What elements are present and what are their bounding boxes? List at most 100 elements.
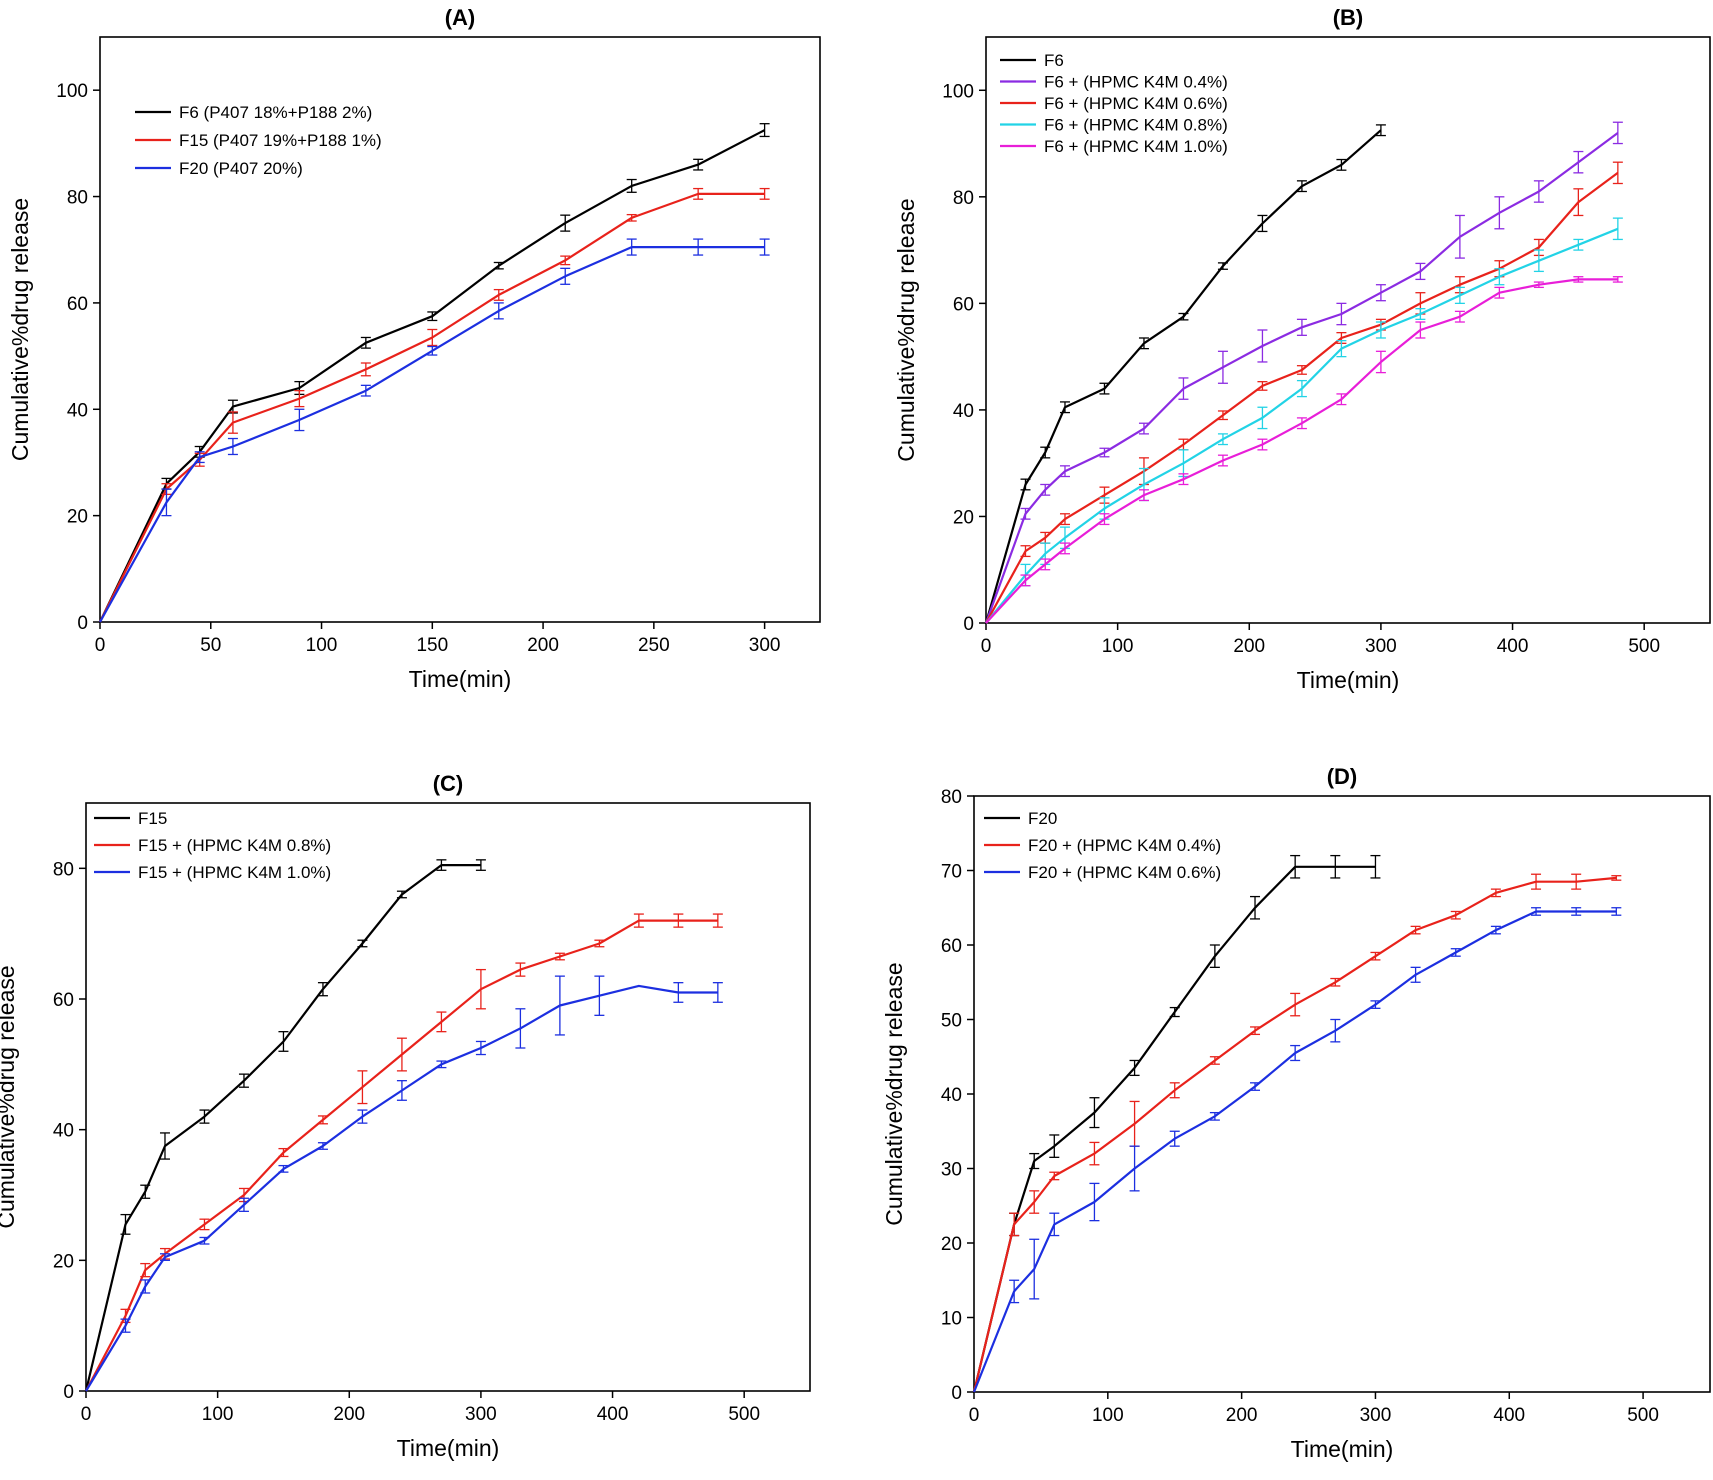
error-bar <box>159 1132 170 1160</box>
error-bar <box>1336 340 1347 358</box>
error-bar <box>396 890 407 899</box>
x-tick-label: 500 <box>1628 636 1660 657</box>
series-3 <box>99 238 770 623</box>
legend-label: F6 <box>1044 51 1064 70</box>
error-bar <box>1009 1279 1020 1304</box>
error-bar <box>1415 308 1426 320</box>
error-bar <box>1049 1171 1060 1181</box>
error-bar <box>626 238 637 256</box>
error-bar <box>1612 121 1623 145</box>
legend: F6 F6 + (HPMC K4M 0.4%) F6 + (HPMC K4M 0.6… <box>1000 51 1228 156</box>
legend: F20 F20 + (HPMC K4M 0.4%) F20 + (HPMC K4M … <box>984 809 1221 882</box>
y-tick-label: 20 <box>941 1234 962 1255</box>
error-bar <box>294 408 305 432</box>
error-bar <box>1296 318 1307 336</box>
x-tick-label: 100 <box>306 635 338 656</box>
series-line <box>85 984 718 1392</box>
error-bar <box>1415 321 1426 339</box>
error-bar <box>515 962 526 977</box>
error-bar <box>1415 262 1426 281</box>
error-bar <box>1296 180 1307 193</box>
error-bar <box>427 328 438 347</box>
error-bar <box>1450 948 1461 957</box>
error-bar <box>712 982 723 1003</box>
series-line <box>99 246 765 623</box>
error-bar <box>626 178 637 193</box>
error-bar <box>712 913 723 928</box>
legend-label: F20 <box>1028 809 1057 828</box>
legend-label: F20 + (HPMC K4M 0.6%) <box>1028 863 1221 882</box>
legend-label: F15 (P407 19%+P188 1%) <box>179 131 382 150</box>
plot-frame <box>99 36 821 623</box>
y-axis-label: Cumulative%drug release <box>7 198 33 461</box>
x-tick-label: 100 <box>1092 1405 1124 1426</box>
error-bar <box>1217 350 1228 384</box>
error-bar <box>1059 542 1070 555</box>
series-3 <box>85 975 723 1392</box>
series-1 <box>972 854 1381 1393</box>
error-bar <box>594 975 605 1016</box>
error-bar <box>759 123 770 138</box>
error-bar <box>1178 449 1189 478</box>
panel-title: (C) <box>433 771 464 796</box>
error-bar <box>436 859 447 871</box>
error-bar <box>1040 558 1051 571</box>
series-3 <box>985 161 1623 624</box>
error-bar <box>1375 284 1386 302</box>
error-bar <box>515 1008 526 1049</box>
x-tick-label: 300 <box>749 635 781 656</box>
error-bar <box>227 411 238 434</box>
error-bar <box>1257 438 1268 451</box>
error-bar <box>1178 473 1189 486</box>
error-bar <box>1257 329 1268 363</box>
plot-frame <box>985 36 1711 624</box>
error-bar <box>493 288 504 301</box>
x-tick-label: 300 <box>1365 636 1397 657</box>
error-bar <box>1490 888 1501 898</box>
error-bar <box>1129 1100 1140 1147</box>
error-bar <box>1138 422 1149 435</box>
error-bar <box>554 975 565 1036</box>
error-bar <box>317 1142 328 1150</box>
y-tick-label: 0 <box>951 1383 962 1404</box>
error-bar <box>1049 1212 1060 1237</box>
error-bar <box>1375 124 1386 137</box>
x-tick-label: 50 <box>200 635 221 656</box>
error-bar <box>1410 966 1421 983</box>
error-bar <box>1089 1097 1100 1129</box>
error-bar <box>1573 276 1584 283</box>
error-bar <box>1257 381 1268 391</box>
x-tick-label: 100 <box>202 1404 234 1425</box>
legend: F15 F15 + (HPMC K4M 0.8%) F15 + (HPMC K4M … <box>94 809 331 882</box>
error-bar <box>159 1253 170 1261</box>
y-tick-label: 0 <box>63 1382 74 1403</box>
series-line <box>985 227 1619 624</box>
y-tick-label: 40 <box>941 1085 962 1106</box>
error-bar <box>554 952 565 961</box>
error-bar <box>1217 262 1228 270</box>
legend-label: F6 + (HPMC K4M 0.6%) <box>1044 94 1228 113</box>
y-tick-label: 80 <box>67 188 88 209</box>
series-line <box>99 192 765 623</box>
error-bar <box>1020 507 1031 520</box>
x-tick-label: 300 <box>1360 1405 1392 1426</box>
error-bar <box>1040 446 1051 459</box>
y-tick-label: 60 <box>67 294 88 315</box>
y-tick-label: 30 <box>941 1160 962 1181</box>
error-bar <box>626 213 637 222</box>
error-bar <box>1250 1082 1261 1091</box>
series-3 <box>972 907 1622 1393</box>
error-bar <box>120 1213 131 1235</box>
error-bar <box>1138 489 1149 502</box>
error-bar <box>1370 854 1381 879</box>
error-bar <box>1571 873 1582 890</box>
error-bar <box>1533 281 1544 289</box>
error-bar <box>1250 895 1261 920</box>
error-bar <box>1494 268 1505 286</box>
error-bar <box>278 1031 289 1052</box>
series-2 <box>972 873 1622 1393</box>
error-bar <box>1129 1059 1140 1077</box>
error-bar <box>1611 907 1622 916</box>
error-bar <box>1612 276 1623 283</box>
